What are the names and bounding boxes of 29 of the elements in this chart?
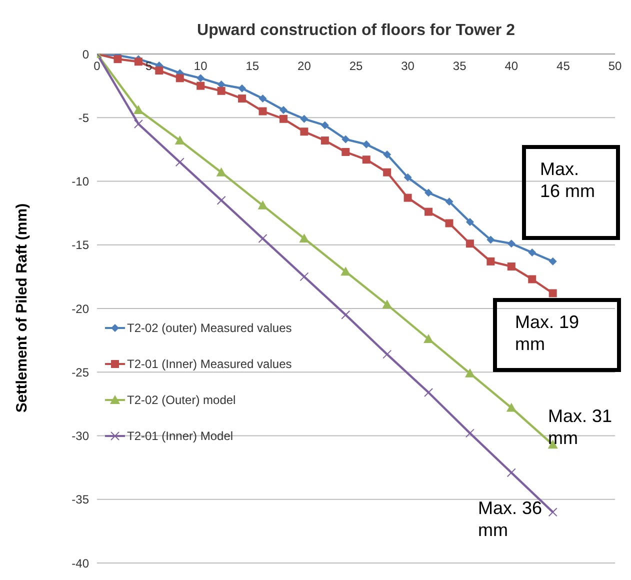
y-tick-label: -5: [78, 110, 90, 125]
annotation: Max. 36 mm: [478, 497, 544, 541]
chart-title: Upward construction of floors for Tower 2: [196, 22, 516, 40]
x-tick-label: 15: [246, 59, 260, 73]
legend-label: T2-01 (Inner) Measured values: [127, 356, 292, 371]
x-tick-label: 25: [349, 59, 363, 73]
y-tick-label: 0: [82, 47, 90, 62]
y-tick-label: -15: [72, 238, 90, 252]
x-tick-label: 0: [94, 59, 101, 73]
x-tick-label: 45: [556, 59, 570, 73]
y-tick-label: -10: [72, 174, 90, 189]
y-tick-label: -35: [72, 492, 90, 507]
annotation: Max. 31 mm: [548, 405, 614, 449]
legend-label: T2-02 (outer) Measured values: [127, 320, 292, 335]
x-tick-label: 40: [504, 59, 518, 73]
annotation: Max. 16 mm: [540, 158, 596, 202]
x-tick-label: 20: [298, 59, 312, 73]
x-tick-label: 10: [194, 59, 208, 73]
x-tick-label: 50: [608, 59, 622, 73]
y-tick-label: -25: [72, 365, 90, 380]
y-axis-title: Settlement of Piled Raft (mm): [14, 203, 30, 413]
y-tick-label: -30: [72, 429, 90, 444]
annotation: Max. 19 mm: [515, 311, 580, 355]
y-tick-label: -20: [72, 302, 90, 316]
x-tick-label: 30: [401, 59, 415, 73]
legend-label: T2-01 (Inner) Model: [127, 428, 234, 443]
legend-label: T2-02 (Outer) model: [127, 392, 236, 407]
x-tick-label: 35: [452, 59, 467, 73]
y-tick-label: -40: [72, 556, 90, 570]
